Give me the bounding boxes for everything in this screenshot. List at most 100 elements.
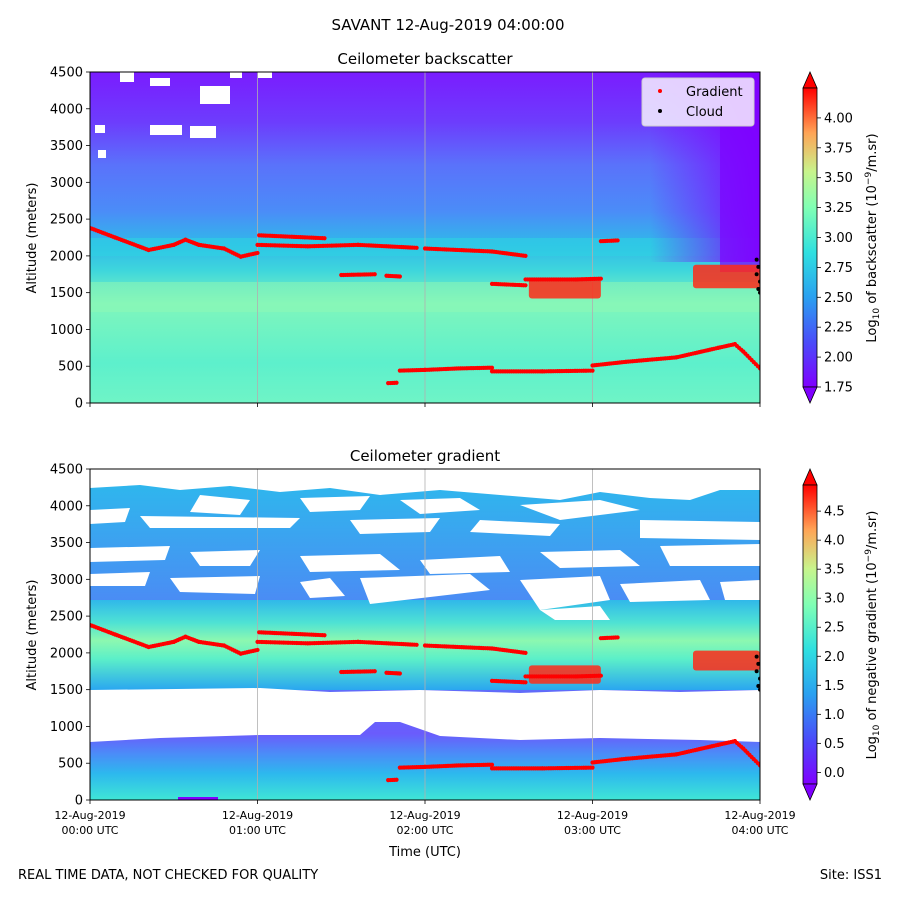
y-tick-label: 4000 (50, 102, 83, 117)
colorbar-tick-label: 4.5 (824, 505, 845, 520)
y-tick-label: 0 (75, 794, 83, 809)
colorbar-tick-label: 2.00 (824, 351, 853, 366)
y-tick-label: 4500 (50, 66, 83, 81)
x-tick-label: 03:00 UTC (564, 824, 621, 837)
y-tick-label: 1500 (50, 683, 83, 698)
colorbar-tick-label: 4.00 (824, 111, 853, 126)
y-tick-label: 2500 (50, 610, 83, 625)
high-value-block (693, 264, 760, 289)
gradient-point (590, 765, 595, 770)
gradient-point (255, 250, 260, 256)
marks-backscatter (90, 225, 760, 386)
colorbar-tick-label: 3.00 (824, 231, 853, 246)
gradient-point (255, 647, 260, 653)
gradient-point (757, 763, 760, 768)
gradient-point (598, 673, 603, 678)
cloud-point (756, 264, 760, 269)
colorbar-gradient: 0.0 0.5 1.0 1.5 2.0 2.5 3.0 3.5 4.0 4.5 Log10 of … (802, 468, 882, 801)
colorbar-tick-label: 2.25 (824, 321, 853, 336)
gradient-point (489, 365, 495, 370)
y-tick-label: 4000 (50, 499, 83, 514)
gradient-point (615, 635, 620, 640)
gradient-point (394, 380, 399, 385)
gradient-point (523, 650, 528, 655)
gradient-point (372, 272, 377, 277)
y-tick-label: 500 (58, 360, 83, 375)
x-axis-bottom: 12-Aug-2019 00:00 UTC 12-Aug-2019 01:00 UTC… (54, 800, 796, 837)
y-axis-top: 0 500 1000 1500 2000 2500 3000 3500 4000 4500 (50, 66, 90, 412)
gradient-point (757, 366, 760, 371)
panel-title-gradient: Ceilometer gradient (350, 447, 500, 465)
gradient-point (489, 762, 495, 767)
y-tick-label: 3500 (50, 139, 83, 154)
y-tick-label: 4500 (50, 463, 83, 478)
gradient-point (322, 633, 327, 638)
y-tick-label: 500 (58, 757, 83, 772)
legend-marker-gradient (658, 89, 662, 93)
gradient-point (414, 642, 419, 647)
gradient-point (598, 276, 603, 281)
gradient-point (322, 236, 327, 241)
colorbar-tick-label: 1.75 (824, 381, 853, 396)
x-tick-label: 01:00 UTC (229, 824, 286, 837)
colorbar-label-backscatter: Log10 of backscatter (10−9/m.sr) (864, 133, 882, 342)
gradient-point (523, 283, 528, 288)
x-tick-label: 02:00 UTC (396, 824, 453, 837)
y-tick-label: 3500 (50, 536, 83, 551)
x-tick-label: 12-Aug-2019 (724, 809, 795, 822)
backscatter-missing-data (95, 72, 272, 158)
colorbar-tick-label: 3.25 (824, 201, 853, 216)
cloud-point (756, 661, 760, 666)
y-axis-bottom: 0 500 1000 1500 2000 2500 3000 3500 4000 4500 (50, 463, 90, 809)
y-tick-label: 3000 (50, 573, 83, 588)
x-tick-label: 12-Aug-2019 (54, 809, 125, 822)
x-axis-top (89, 403, 761, 407)
colorbar-tick-label: 1.0 (824, 708, 845, 723)
high-value-block (528, 277, 601, 299)
grid-lines-bottom (257, 469, 593, 800)
y-tick-label: 1000 (50, 720, 83, 735)
y-tick-label: 1000 (50, 323, 83, 338)
y-tick-label: 3000 (50, 176, 83, 191)
legend-label-cloud: Cloud (686, 105, 723, 120)
gradient-point (590, 368, 595, 373)
gradient-point (523, 253, 528, 258)
panel-backscatter: Ceilometer backscatter (25, 50, 882, 412)
colorbar-tick-label: 2.50 (824, 291, 853, 306)
colorbar-tick-label: 0.0 (824, 766, 845, 781)
cloud-point (756, 683, 760, 688)
x-tick-label: 12-Aug-2019 (389, 809, 460, 822)
panel-title-backscatter: Ceilometer backscatter (337, 50, 513, 68)
x-tick-label: 00:00 UTC (61, 824, 118, 837)
legend-marker-cloud (658, 109, 662, 113)
colorbar-tick-label: 3.5 (824, 563, 845, 578)
gradient-point (414, 245, 419, 250)
cloud-point (756, 286, 760, 291)
footer-site: Site: ISS1 (819, 868, 882, 883)
gradient-point (394, 777, 399, 782)
colorbar-tick-label: 1.5 (824, 679, 845, 694)
x-tick-label: 12-Aug-2019 (222, 809, 293, 822)
y-tick-label: 1500 (50, 286, 83, 301)
gradient-point (615, 238, 620, 243)
gradient-point (523, 680, 528, 685)
colorbar-tick-label: 4.0 (824, 534, 845, 549)
cloud-point (754, 272, 759, 277)
cloud-point (754, 669, 759, 674)
gradient-point (397, 671, 402, 676)
y-tick-label: 2500 (50, 213, 83, 228)
y-tick-label: 0 (75, 397, 83, 412)
figure-title: SAVANT 12-Aug-2019 04:00:00 (332, 16, 565, 34)
panel-gradient: Ceilometer gradient (25, 447, 882, 860)
gradient-point (372, 669, 377, 674)
y-axis-label-bottom: Altitude (meters) (25, 580, 40, 691)
colorbar-tick-label: 2.5 (824, 621, 845, 636)
colorbar-tick-label: 0.5 (824, 737, 845, 752)
y-tick-label: 2000 (50, 249, 83, 264)
colorbar-label-gradient: Log10 of negative gradient (10−9/m.sr) (864, 511, 882, 760)
footer-disclaimer: REAL TIME DATA, NOT CHECKED FOR QUALITY (18, 868, 319, 883)
x-axis-label: Time (UTC) (388, 845, 461, 860)
x-tick-label: 12-Aug-2019 (557, 809, 628, 822)
cloud-point (754, 654, 759, 659)
